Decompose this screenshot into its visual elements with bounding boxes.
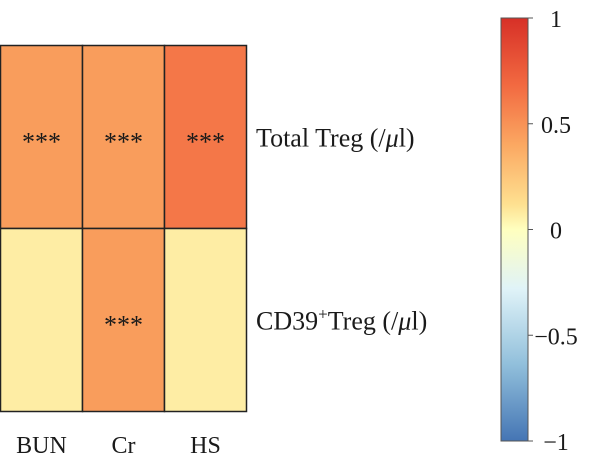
colorbar-tick-label: 0 xyxy=(550,219,562,245)
colorbar-tick-label: −1 xyxy=(543,430,569,456)
x-tick-label: BUN xyxy=(16,433,67,459)
heatmap-cell xyxy=(81,44,166,230)
colorbar-tick-label: 1 xyxy=(550,7,562,33)
x-tick-label: Cr xyxy=(112,433,136,459)
significance-marker: *** xyxy=(186,128,225,157)
heatmap-cells xyxy=(0,44,248,413)
significance-marker: *** xyxy=(104,128,143,157)
significance-marker: *** xyxy=(104,311,143,340)
heatmap-cell xyxy=(0,44,84,230)
colorbar: 1 0.5 0 −0.5 −1 xyxy=(500,7,578,456)
x-axis-labels: BUN Cr HS xyxy=(16,433,221,459)
x-tick-label: HS xyxy=(190,433,221,459)
significance-marker: *** xyxy=(22,128,61,157)
colorbar-tick-label: 0.5 xyxy=(541,113,571,139)
significance-markers: *** *** *** *** xyxy=(22,128,225,340)
y-tick-label: CD39+Treg (/μl) xyxy=(256,305,427,336)
heatmap-cell xyxy=(0,227,84,413)
y-tick-label: Total Treg (/μl) xyxy=(256,124,415,153)
colorbar-tick-label: −0.5 xyxy=(534,324,578,350)
colorbar-gradient xyxy=(500,17,529,442)
heatmap-cell xyxy=(163,44,248,230)
heatmap-cell xyxy=(163,227,248,413)
heatmap-cell xyxy=(81,227,166,413)
y-axis-labels: Total Treg (/μl) CD39+Treg (/μl) xyxy=(256,124,427,336)
